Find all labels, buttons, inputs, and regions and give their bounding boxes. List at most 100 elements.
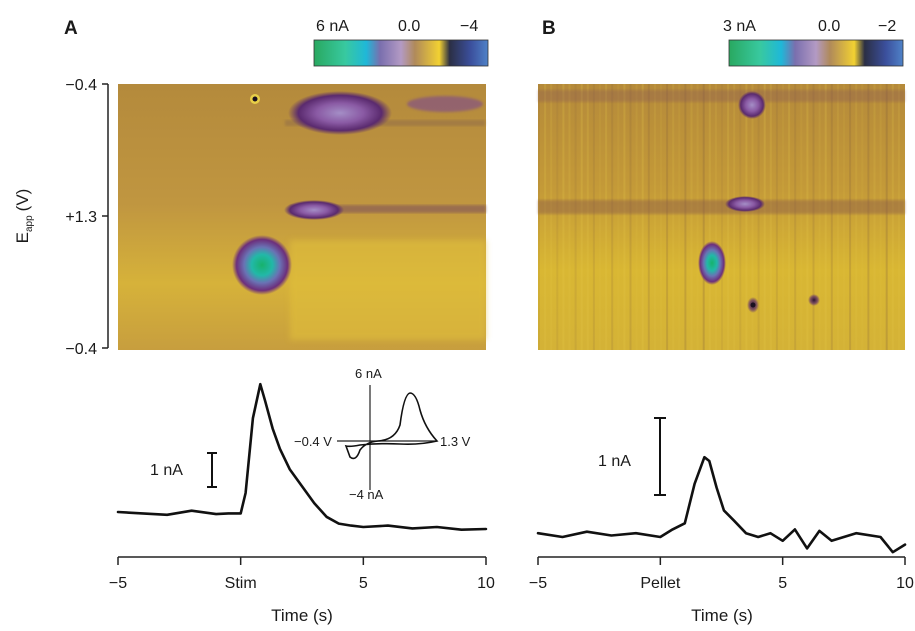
- panel-b-label: B: [542, 18, 556, 39]
- heatmap-b-texture: [647, 84, 650, 350]
- heatmap-b-texture: [586, 84, 589, 350]
- heatmap-b-texture: [769, 84, 772, 350]
- trace-a-scalebar: 1 nA: [150, 452, 217, 488]
- heatmap-b-texture: [562, 84, 565, 350]
- heatmap-a-y-axis: −0.4 +1.3 −0.4 Eapp (V): [13, 77, 109, 358]
- colorbar-b-label-min: −2: [878, 18, 896, 35]
- heatmap-b-hotspot-main: [698, 241, 726, 285]
- heatmap-b-texture: [653, 84, 656, 350]
- heatmap-b-texture: [757, 84, 760, 350]
- trace-b-xtick-label: 10: [896, 575, 914, 592]
- heatmap-b-texture: [867, 84, 870, 350]
- heatmap-b-texture: [708, 84, 711, 350]
- trace-a-inset: 6 nA −4 nA −0.4 V 1.3 V: [294, 366, 471, 502]
- colorbar-b-gradient: [728, 39, 904, 67]
- heatmap-b: [538, 84, 905, 350]
- heatmap-b-texture: [605, 84, 608, 350]
- trace-a-xtick-label: −5: [109, 575, 127, 592]
- trace-a-xtick-label: Stim: [225, 575, 257, 592]
- heatmap-b-texture: [672, 84, 675, 350]
- heatmap-b-texture: [721, 84, 723, 350]
- heatmap-b-texture: [751, 84, 754, 350]
- heatmap-b-texture: [739, 84, 742, 350]
- trace-b-xtick-label: 5: [778, 575, 787, 592]
- heatmap-b-texture: [782, 84, 784, 350]
- heatmap-a-hotspot-main: [232, 235, 292, 295]
- trace-a-scalebar-label: 1 nA: [150, 462, 183, 479]
- heatmap-a-ytick-top: −0.4: [65, 77, 97, 94]
- trace-a: −5 Stim 5 10 Time (s) 1 nA 6 nA −4 nA −0.4 …: [109, 366, 495, 625]
- heatmap-b-texture: [806, 84, 809, 350]
- heatmap-b-texture: [678, 84, 681, 350]
- trace-a-xtick-label: 10: [477, 575, 495, 592]
- trace-b-scalebar-label: 1 nA: [598, 453, 631, 470]
- trace-a-line: [116, 382, 488, 531]
- heatmap-a-ytick-bottom: −0.4: [65, 341, 97, 358]
- heatmap-b-texture: [550, 84, 553, 350]
- trace-b: −5 Pellet 5 10 Time (s) 1 nA: [529, 417, 914, 625]
- heatmap-b-texture: [861, 84, 864, 350]
- heatmap-b-texture: [538, 84, 540, 350]
- inset-label-right: 1.3 V: [440, 434, 471, 449]
- heatmap-b-texture: [733, 84, 736, 350]
- heatmap-b-texture: [611, 84, 614, 350]
- trace-a-xtick-label: 5: [359, 575, 368, 592]
- heatmap-b-texture: [580, 84, 583, 350]
- heatmap-a-ytick-mid: +1.3: [65, 209, 97, 226]
- heatmap-b-texture: [745, 84, 748, 350]
- colorbar-a-label-zero: 0.0: [398, 18, 420, 35]
- svg-text:Eapp(V): Eapp (V): [13, 189, 35, 244]
- heatmap-b-texture: [702, 84, 705, 350]
- heatmap-b-texture: [843, 84, 845, 350]
- heatmap-a-artifact: [252, 96, 258, 102]
- inset-label-top: 6 nA: [355, 366, 382, 381]
- colorbar-a-label-min: −4: [460, 18, 478, 35]
- heatmap-b-texture: [788, 84, 791, 350]
- heatmap-b-hotspot-top: [738, 91, 766, 119]
- heatmap-b-texture: [897, 84, 900, 350]
- heatmap-b-texture: [556, 84, 559, 350]
- heatmap-b-texture: [885, 84, 888, 350]
- colorbar-a-label-max: 6 nA: [316, 18, 349, 35]
- heatmap-b-texture: [873, 84, 876, 350]
- heatmap-a-ylabel: Eapp (V): [13, 189, 35, 244]
- heatmap-a: [118, 84, 486, 350]
- panel-a-label: A: [64, 18, 78, 39]
- heatmap-b-background: [538, 84, 905, 350]
- colorbar-b-label-zero: 0.0: [818, 18, 840, 35]
- heatmap-b-texture: [727, 84, 730, 350]
- heatmap-b-texture: [660, 84, 662, 350]
- heatmap-b-texture: [666, 84, 669, 350]
- heatmap-b-hotspot-mid: [725, 196, 765, 212]
- heatmap-b-texture: [690, 84, 693, 350]
- heatmap-b-texture: [568, 84, 571, 350]
- trace-b-line: [536, 455, 907, 554]
- heatmap-b-texture: [794, 84, 797, 350]
- heatmap-b-texture: [714, 84, 717, 350]
- heatmap-a-hotspot-mid: [284, 200, 344, 220]
- heatmap-b-texture: [824, 84, 827, 350]
- heatmap-b-texture: [684, 84, 687, 350]
- colorbar-a-gradient: [313, 39, 489, 67]
- inset-voltammogram: [344, 392, 439, 460]
- heatmap-b-texture: [592, 84, 595, 350]
- colorbar-b-label-max: 3 nA: [723, 18, 756, 35]
- heatmap-b-texture: [812, 84, 815, 350]
- ylabel-sub: app: [24, 215, 35, 232]
- heatmap-b-texture: [775, 84, 778, 350]
- heatmap-a-hotspot-top: [288, 91, 392, 135]
- heatmap-b-texture: [623, 84, 626, 350]
- trace-b-xlabel: Time (s): [691, 606, 753, 625]
- inset-label-bottom: −4 nA: [349, 487, 384, 502]
- heatmap-b-texture: [849, 84, 852, 350]
- heatmap-b-texture: [836, 84, 839, 350]
- heatmap-b-texture: [818, 84, 821, 350]
- heatmap-b-texture: [830, 84, 833, 350]
- colorbar-a: 6 nA 0.0 −4: [313, 18, 489, 67]
- heatmap-b-texture: [641, 84, 644, 350]
- heatmap-b-texture: [574, 84, 577, 350]
- heatmap-b-texture: [544, 84, 547, 350]
- trace-b-xtick-label: Pellet: [640, 575, 681, 592]
- heatmap-b-texture: [855, 84, 858, 350]
